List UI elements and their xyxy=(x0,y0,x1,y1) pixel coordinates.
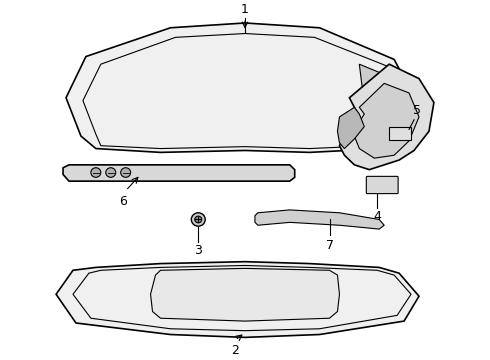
Polygon shape xyxy=(338,107,365,149)
Circle shape xyxy=(195,216,202,223)
Text: 5: 5 xyxy=(413,104,421,117)
Polygon shape xyxy=(63,165,294,181)
Bar xyxy=(389,126,411,140)
FancyBboxPatch shape xyxy=(367,176,398,194)
Polygon shape xyxy=(359,64,414,149)
Text: 3: 3 xyxy=(195,244,202,257)
Text: 1: 1 xyxy=(241,3,249,16)
Text: 6: 6 xyxy=(119,194,126,208)
Polygon shape xyxy=(354,84,419,158)
Polygon shape xyxy=(340,64,434,170)
Circle shape xyxy=(106,168,116,177)
Circle shape xyxy=(191,213,205,226)
Polygon shape xyxy=(56,262,419,337)
Polygon shape xyxy=(66,23,417,152)
Circle shape xyxy=(121,168,131,177)
Circle shape xyxy=(91,168,101,177)
Text: 7: 7 xyxy=(325,239,334,252)
Text: 4: 4 xyxy=(373,210,381,223)
Polygon shape xyxy=(150,268,340,321)
Text: 2: 2 xyxy=(231,344,239,357)
Polygon shape xyxy=(255,210,384,229)
